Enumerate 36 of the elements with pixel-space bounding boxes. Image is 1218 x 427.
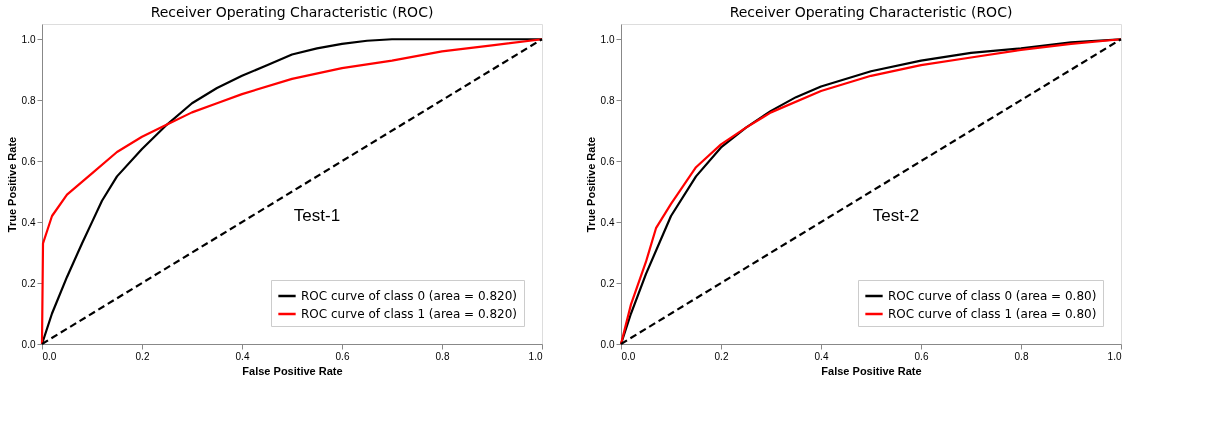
x-tick-label: 1.0 bbox=[1107, 350, 1122, 362]
annotation: Test-2 bbox=[872, 206, 920, 225]
y-tick-label: 0.0 bbox=[600, 338, 615, 350]
x-tick-label: 0.6 bbox=[914, 350, 929, 362]
x-tick-label: 1.0 bbox=[528, 350, 543, 362]
y-axis-title: True Positive Rate bbox=[584, 136, 597, 233]
y-tick-label: 0.2 bbox=[600, 277, 615, 289]
x-tick-label: 0.0 bbox=[621, 350, 636, 362]
chart-title: Receiver Operating Characteristic (ROC) bbox=[729, 4, 1013, 20]
y-tick-label: 0.6 bbox=[21, 155, 36, 167]
x-tick-label: 0.8 bbox=[1014, 350, 1029, 362]
y-tick-label: 0.4 bbox=[600, 216, 615, 228]
legend-label: ROC curve of class 0 (area = 0.820) bbox=[301, 289, 518, 303]
legend-label: ROC curve of class 1 (area = 0.80) bbox=[888, 307, 1097, 321]
y-tick-label: 0.8 bbox=[21, 94, 36, 106]
x-tick-label: 0.2 bbox=[135, 350, 150, 362]
x-axis-title: False Positive Rate bbox=[821, 364, 922, 377]
x-tick-label: 0.8 bbox=[435, 350, 450, 362]
x-tick-label: 0.0 bbox=[42, 350, 57, 362]
x-tick-label: 0.2 bbox=[714, 350, 729, 362]
annotation: Test-1 bbox=[293, 206, 341, 225]
y-tick-label: 1.0 bbox=[600, 33, 615, 45]
legend-label: ROC curve of class 1 (area = 0.820) bbox=[301, 307, 518, 321]
y-tick-label: 0.4 bbox=[21, 216, 36, 228]
x-tick-label: 0.4 bbox=[235, 350, 250, 362]
y-tick-label: 0.2 bbox=[21, 277, 36, 289]
y-tick-label: 0.0 bbox=[21, 338, 36, 350]
legend-label: ROC curve of class 0 (area = 0.80) bbox=[888, 289, 1097, 303]
y-tick-label: 1.0 bbox=[21, 33, 36, 45]
y-tick-label: 0.6 bbox=[600, 155, 615, 167]
x-axis-title: False Positive Rate bbox=[242, 364, 343, 377]
chart-title: Receiver Operating Characteristic (ROC) bbox=[150, 4, 434, 20]
x-tick-label: 0.4 bbox=[814, 350, 829, 362]
x-tick-label: 0.6 bbox=[335, 350, 350, 362]
y-axis-title: True Positive Rate bbox=[5, 136, 18, 233]
y-tick-label: 0.8 bbox=[600, 94, 615, 106]
